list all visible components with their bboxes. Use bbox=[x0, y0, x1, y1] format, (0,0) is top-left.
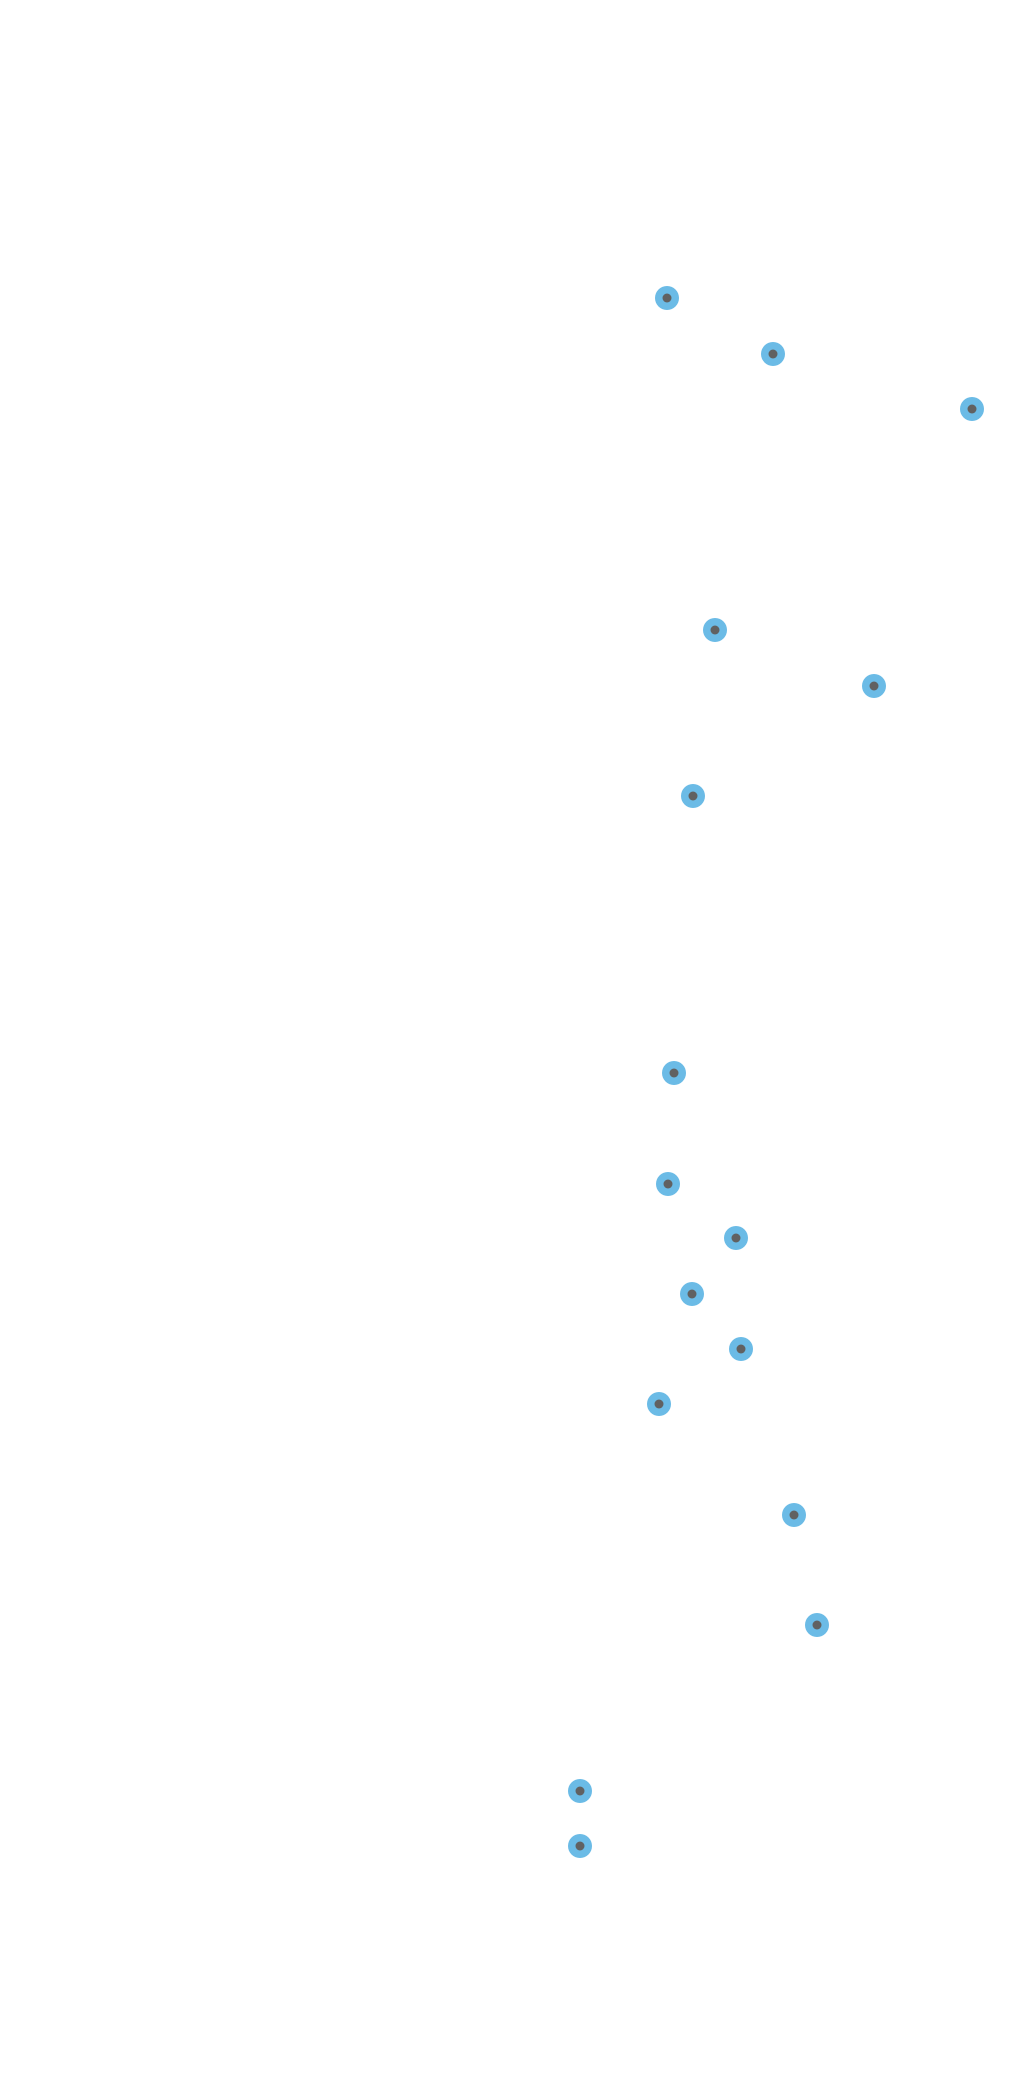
scatter-point-center bbox=[669, 1068, 679, 1078]
scatter-point bbox=[655, 286, 679, 310]
scatter-point bbox=[681, 784, 705, 808]
scatter-point bbox=[782, 1503, 806, 1527]
scatter-point bbox=[656, 1172, 680, 1196]
scatter-point-center bbox=[662, 293, 672, 303]
scatter-point-center bbox=[663, 1179, 673, 1189]
scatter-point bbox=[647, 1392, 671, 1416]
scatter-point bbox=[960, 397, 984, 421]
scatter-point-center bbox=[768, 349, 778, 359]
scatter-point bbox=[862, 674, 886, 698]
scatter-point bbox=[662, 1061, 686, 1085]
scatter-point bbox=[761, 342, 785, 366]
scatter-point bbox=[805, 1613, 829, 1637]
scatter-point-center bbox=[789, 1510, 799, 1520]
scatter-point bbox=[680, 1282, 704, 1306]
scatter-point-center bbox=[812, 1620, 822, 1630]
scatter-point-center bbox=[575, 1841, 585, 1851]
scatter-point-center bbox=[731, 1233, 741, 1243]
scatter-point-center bbox=[575, 1786, 585, 1796]
scatter-point-center bbox=[869, 681, 879, 691]
scatter-point-center bbox=[688, 791, 698, 801]
scatter-point bbox=[568, 1834, 592, 1858]
scatter-point bbox=[724, 1226, 748, 1250]
scatter-point-center bbox=[710, 625, 720, 635]
scatter-point-center bbox=[654, 1399, 664, 1409]
scatter-point-center bbox=[687, 1289, 697, 1299]
scatter-point bbox=[703, 618, 727, 642]
scatter-point bbox=[568, 1779, 592, 1803]
scatter-point-center bbox=[736, 1344, 746, 1354]
scatter-point bbox=[729, 1337, 753, 1361]
scatter-point-center bbox=[967, 404, 977, 414]
